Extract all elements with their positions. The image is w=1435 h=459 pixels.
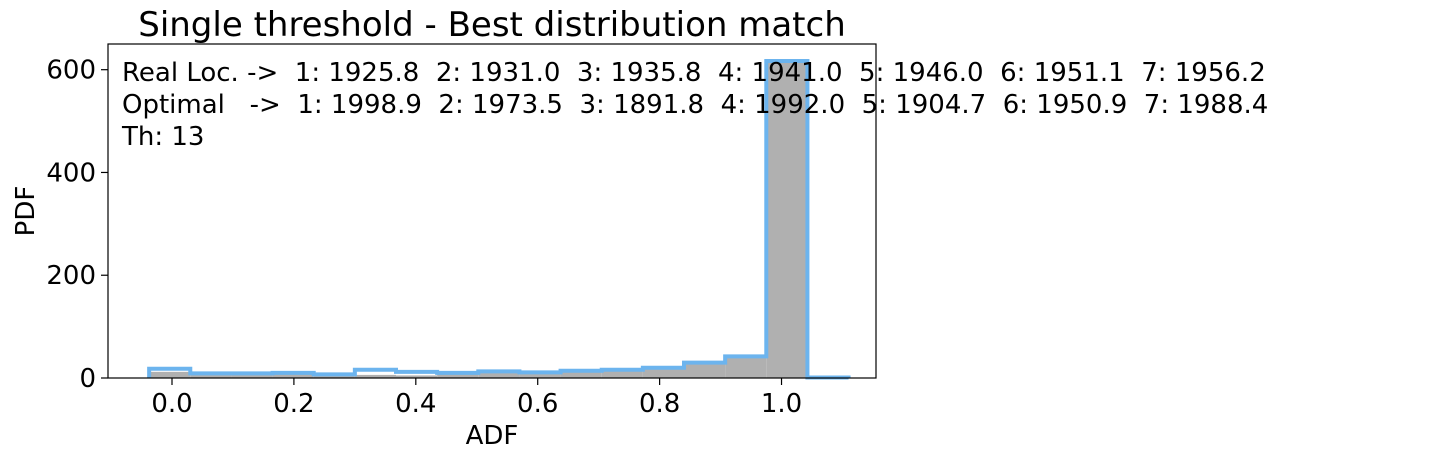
histogram-bar [601, 370, 643, 378]
histogram-bar [725, 357, 767, 378]
y-tick-label: 200 [46, 261, 96, 291]
histogram-bar [766, 61, 808, 378]
histogram-bar [149, 371, 191, 378]
x-tick-label: 0.8 [639, 389, 680, 419]
histogram-bar [313, 374, 355, 378]
y-tick-label: 600 [46, 56, 96, 86]
histogram-bar [231, 373, 273, 378]
x-axis-ticks: 0.0 0.2 0.4 0.6 0.8 1.0 [151, 378, 802, 419]
y-tick-label: 0 [79, 364, 96, 394]
y-axis-label: PDF [11, 186, 41, 237]
y-axis-ticks: 0 200 400 600 [46, 56, 108, 394]
histogram-bar [396, 375, 438, 378]
histogram-bar [478, 372, 520, 378]
plot-frame [107, 43, 877, 379]
histogram-bar [642, 368, 684, 378]
histogram-bar [190, 373, 232, 378]
histogram-bar [684, 363, 726, 378]
x-tick-label: 0.2 [273, 389, 314, 419]
histogram-bar [354, 374, 396, 378]
outline-layer [147, 58, 851, 380]
bars-layer [149, 61, 808, 378]
x-tick-label: 0.0 [151, 389, 192, 419]
annotation-line: Optimal -> 1: 1998.9 2: 1973.5 3: 1891.8… [122, 90, 1268, 120]
histogram-bar [272, 373, 314, 378]
x-tick-label: 0.4 [395, 389, 436, 419]
histogram-bar [560, 371, 602, 378]
annotation-line: Th: 13 [121, 122, 204, 152]
x-axis-label: ADF [466, 421, 519, 451]
x-tick-label: 0.6 [517, 389, 558, 419]
optimal-step-line [147, 58, 851, 380]
histogram-bar [437, 373, 479, 378]
y-tick-label: 400 [46, 158, 96, 188]
annotation-line: Real Loc. -> 1: 1925.8 2: 1931.0 3: 1935… [122, 58, 1266, 88]
chart-title: Single threshold - Best distribution mat… [138, 5, 846, 45]
histogram-bar [519, 372, 561, 378]
x-tick-label: 1.0 [761, 389, 802, 419]
annotation-block: Real Loc. -> 1: 1925.8 2: 1931.0 3: 1935… [121, 58, 1268, 152]
